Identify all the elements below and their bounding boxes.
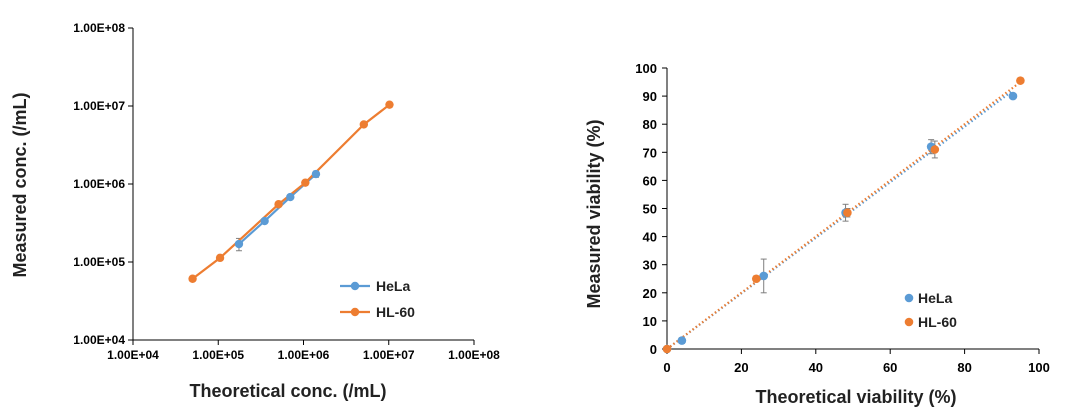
chart2-point-hl-60: [1016, 76, 1025, 85]
chart2-x-tick-label: 40: [809, 360, 823, 375]
chart1-legend: HeLa HL-60: [340, 278, 415, 320]
legend2-hela-label: HeLa: [918, 290, 952, 306]
chart2-point-hl-60: [662, 344, 672, 354]
chart2-point-hl-60: [843, 208, 852, 218]
chart1-y-tick-label: 1.00E+05: [73, 255, 125, 269]
chart2-y-tick-label: 50: [643, 202, 657, 217]
chart1-x-tick-label: 1.00E+04: [107, 348, 159, 362]
chart1-y-tick-label: 1.00E+07: [73, 99, 125, 113]
chart2-y-tick-label: 20: [643, 286, 657, 301]
chart2-y-tick-label: 90: [643, 89, 657, 104]
chart2-x-tick-label: 20: [734, 360, 748, 375]
chart2-x-tick-label: 80: [957, 360, 971, 375]
chart1-y-tick-label: 1.00E+06: [73, 177, 125, 191]
chart2-y-tick-label: 100: [635, 61, 657, 76]
chart2-x-tick-label: 0: [663, 360, 670, 375]
legend-hl60-marker: [350, 307, 360, 317]
chart1-y-tick-label: 1.00E+08: [73, 21, 125, 35]
chart1-ylabel: Measured conc. (/mL): [10, 92, 30, 277]
chart2-point-hela: [759, 271, 769, 281]
chart1-point-hl-60: [215, 253, 225, 263]
chart1-point-hl-60: [188, 274, 197, 283]
chart2-legend: HeLa HL-60: [904, 290, 957, 330]
legend-hela-marker: [350, 281, 360, 291]
chart1-point-hela: [286, 192, 295, 202]
chart1-point-hl-60: [359, 120, 369, 129]
chart1-x-tick-label: 1.00E+06: [278, 348, 330, 362]
legend-hela-label: HeLa: [376, 278, 410, 294]
chart2-x-tick-label: 100: [1028, 360, 1050, 375]
legend2-hl60-label: HL-60: [918, 314, 957, 330]
chart2-y-tick-label: 10: [643, 314, 657, 329]
chart2-y-tick-label: 30: [643, 258, 657, 273]
chart1-point-hl-60: [301, 178, 310, 187]
chart1-y-tick-label: 1.00E+04: [73, 333, 125, 347]
chart1-point-hl-60: [385, 100, 394, 109]
chart2-point-hl-60: [930, 145, 940, 154]
legend-hl60-label: HL-60: [376, 304, 415, 320]
chart2-y-tick-label: 40: [643, 230, 657, 245]
chart2-y-tick-label: 80: [643, 117, 657, 132]
chart1-x-tick-label: 1.00E+08: [448, 348, 500, 362]
chart2-point-hl-60: [751, 274, 761, 284]
chart1-x-tick-label: 1.00E+05: [192, 348, 244, 362]
chart1-point-hela: [260, 216, 269, 226]
chart1-point-hela: [234, 239, 244, 249]
chart2-y-tick-label: 60: [643, 173, 657, 188]
chart2-y-tick-label: 0: [650, 342, 657, 357]
legend2-hl60-marker: [904, 317, 914, 327]
chart1-point-hl-60: [274, 200, 283, 209]
chart2-ylabel: Measured viability (%): [584, 119, 604, 308]
chart2-xlabel: Theoretical viability (%): [755, 387, 956, 407]
chart2-point-hela: [1008, 91, 1018, 101]
chart1-x-tick-label: 1.00E+07: [363, 348, 415, 362]
chart2-point-hela: [677, 336, 687, 345]
chart2-y-tick-label: 70: [643, 145, 657, 160]
chart2-x-tick-label: 60: [883, 360, 897, 375]
legend2-hela-marker: [904, 293, 914, 303]
chart1-xlabel: Theoretical conc. (/mL): [189, 381, 386, 401]
chart1-point-hela: [311, 169, 321, 179]
